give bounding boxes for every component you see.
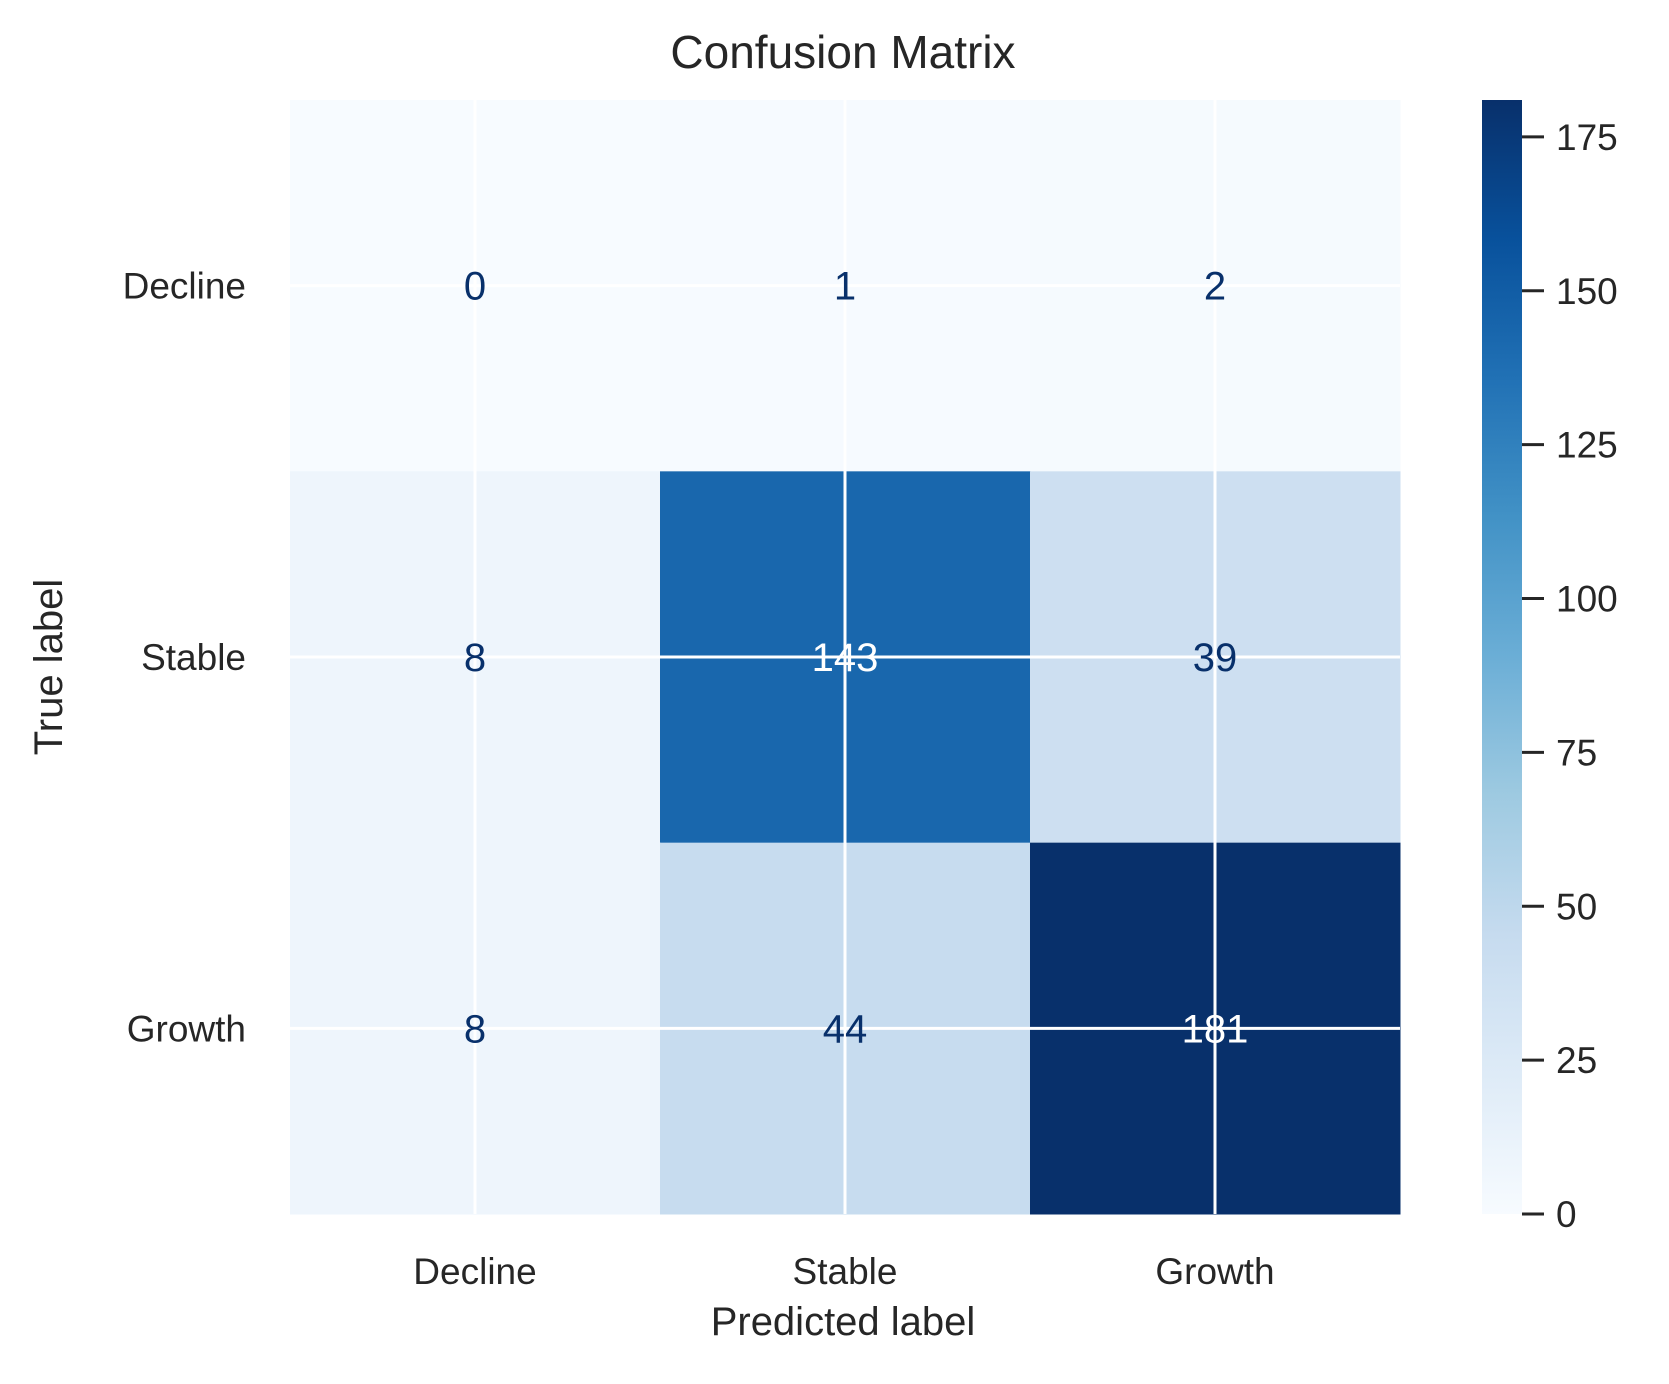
cell-value-label: 181 <box>1182 1007 1249 1051</box>
y-tick-labels: Decline Stable Growth <box>123 266 246 1050</box>
cell-value-label: 0 <box>464 265 486 309</box>
cell-value-label: 8 <box>464 636 486 680</box>
colorbar-tick-label: 175 <box>1556 117 1618 158</box>
cell-value-label: 143 <box>812 636 879 680</box>
colorbar-ticks: 0 25 50 75 100 125 150 175 <box>1522 117 1618 1235</box>
x-tick-labels: Decline Stable Growth <box>413 1251 1274 1292</box>
y-tick-label: Stable <box>141 637 246 678</box>
colorbar-tick-label: 50 <box>1556 886 1597 927</box>
x-axis-label: Predicted label <box>711 1300 976 1344</box>
cell-value-label: 8 <box>464 1007 486 1051</box>
colorbar-tick-label: 25 <box>1556 1040 1597 1081</box>
colorbar-tick-label: 75 <box>1556 732 1597 773</box>
cell-value-label: 2 <box>1204 265 1226 309</box>
y-axis-label: True label <box>27 579 71 755</box>
x-tick-label: Growth <box>1155 1251 1274 1292</box>
cell-value-label: 1 <box>834 265 856 309</box>
heatmap-grid <box>290 100 1400 1214</box>
x-tick-label: Decline <box>413 1251 536 1292</box>
chart-title: Confusion Matrix <box>670 26 1015 78</box>
x-tick-label: Stable <box>793 1251 898 1292</box>
cell-value-label: 44 <box>823 1007 868 1051</box>
y-tick-label: Growth <box>127 1008 246 1049</box>
colorbar-tick-label: 0 <box>1556 1194 1577 1235</box>
colorbar-tick-label: 150 <box>1556 271 1618 312</box>
y-tick-label: Decline <box>123 266 246 307</box>
cell-value-labels: 0 1 2 8 143 39 8 44 181 <box>464 265 1249 1052</box>
colorbar <box>1482 100 1522 1214</box>
colorbar-tick-label: 125 <box>1556 425 1618 466</box>
cell-value-label: 39 <box>1193 636 1238 680</box>
colorbar-tick-label: 100 <box>1556 579 1618 620</box>
